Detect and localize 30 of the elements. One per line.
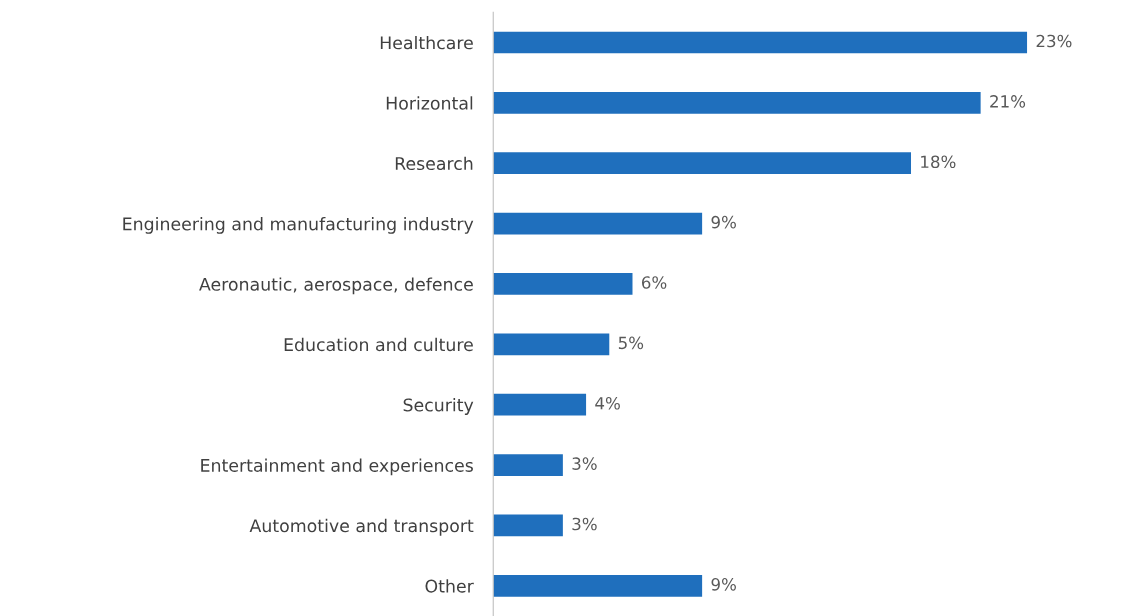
bar bbox=[493, 31, 1028, 54]
y-tick-label: Research bbox=[395, 156, 473, 171]
data-label: 4% bbox=[595, 396, 620, 410]
bar bbox=[493, 574, 703, 597]
data-label: 5% bbox=[618, 336, 644, 350]
y-tick-label: Engineering and manufacturing industry bbox=[123, 217, 474, 234]
bar bbox=[493, 273, 633, 295]
data-label: 3% bbox=[572, 517, 597, 531]
y-tick-label: Entertainment and experiences bbox=[201, 458, 473, 476]
y-tick-label: Horizontal bbox=[386, 96, 473, 110]
y-tick-label: Education and culture bbox=[284, 337, 473, 352]
bar bbox=[493, 212, 703, 235]
data-label: 3% bbox=[572, 457, 597, 470]
data-label: 23% bbox=[1036, 34, 1072, 48]
data-label: 9% bbox=[711, 578, 736, 591]
y-tick-label: Healthcare bbox=[380, 35, 473, 50]
bar bbox=[493, 92, 981, 114]
bar bbox=[493, 454, 563, 476]
data-label: 21% bbox=[990, 95, 1026, 108]
y-tick-label: Aeronautic, aerospace, defence bbox=[199, 277, 473, 295]
data-label: 9% bbox=[711, 215, 736, 229]
y-tick-label: Other bbox=[425, 579, 474, 593]
data-label: 6% bbox=[641, 276, 667, 289]
y-tick-label: Automotive and transport bbox=[249, 518, 474, 536]
bar bbox=[493, 514, 563, 537]
bar bbox=[493, 333, 610, 356]
bar bbox=[493, 393, 587, 416]
y-tick-label: Security bbox=[403, 398, 474, 415]
data-label: 18% bbox=[921, 155, 956, 169]
bar bbox=[493, 152, 911, 175]
